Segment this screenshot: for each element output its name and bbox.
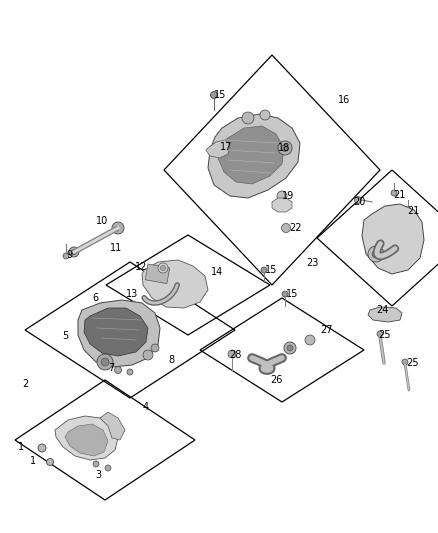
- Polygon shape: [206, 140, 230, 158]
- Circle shape: [282, 144, 289, 151]
- Polygon shape: [208, 114, 300, 198]
- Text: 15: 15: [214, 90, 226, 100]
- Circle shape: [114, 367, 121, 374]
- Circle shape: [282, 223, 290, 232]
- Circle shape: [402, 359, 408, 365]
- Circle shape: [261, 267, 267, 273]
- Text: 9: 9: [66, 250, 72, 260]
- Polygon shape: [368, 307, 402, 322]
- Text: 1: 1: [18, 442, 24, 452]
- Circle shape: [282, 291, 288, 297]
- Circle shape: [284, 342, 296, 354]
- Text: 28: 28: [229, 350, 241, 360]
- Circle shape: [228, 350, 236, 358]
- Text: 21: 21: [407, 206, 419, 216]
- Text: 23: 23: [306, 258, 318, 268]
- Text: 14: 14: [211, 267, 223, 277]
- Circle shape: [391, 190, 397, 196]
- Text: 11: 11: [110, 243, 122, 253]
- Text: 1: 1: [30, 456, 36, 466]
- Circle shape: [93, 461, 99, 467]
- Text: 21: 21: [393, 190, 406, 200]
- Circle shape: [127, 369, 133, 375]
- Circle shape: [143, 350, 153, 360]
- Text: 5: 5: [62, 331, 68, 341]
- Text: 7: 7: [108, 363, 114, 373]
- Text: 18: 18: [278, 143, 290, 153]
- Circle shape: [63, 253, 69, 259]
- Text: 8: 8: [168, 355, 174, 365]
- Circle shape: [158, 263, 168, 273]
- Polygon shape: [272, 198, 292, 212]
- Text: 19: 19: [282, 191, 294, 201]
- Text: 15: 15: [286, 289, 298, 299]
- Circle shape: [46, 458, 53, 465]
- Circle shape: [305, 335, 315, 345]
- Circle shape: [354, 197, 361, 204]
- Text: 25: 25: [406, 358, 418, 368]
- Circle shape: [377, 331, 383, 337]
- Text: 6: 6: [92, 293, 98, 303]
- Text: 22: 22: [289, 223, 301, 233]
- Text: 17: 17: [220, 142, 233, 152]
- Circle shape: [368, 246, 384, 262]
- Circle shape: [211, 92, 218, 99]
- Text: 16: 16: [338, 95, 350, 105]
- Polygon shape: [100, 412, 125, 440]
- Text: 3: 3: [95, 470, 101, 480]
- Text: 15: 15: [265, 265, 277, 275]
- Polygon shape: [218, 126, 284, 184]
- Polygon shape: [78, 300, 160, 367]
- Circle shape: [101, 358, 109, 366]
- Circle shape: [242, 112, 254, 124]
- Circle shape: [287, 345, 293, 351]
- Text: 4: 4: [143, 402, 149, 412]
- Polygon shape: [84, 308, 148, 356]
- Text: 13: 13: [126, 289, 138, 299]
- Text: 2: 2: [22, 379, 28, 389]
- Text: 24: 24: [376, 305, 389, 315]
- Text: 10: 10: [96, 216, 108, 226]
- Circle shape: [260, 110, 270, 120]
- Text: 12: 12: [135, 262, 147, 272]
- Circle shape: [278, 141, 292, 155]
- Polygon shape: [55, 416, 118, 460]
- Text: 26: 26: [270, 375, 283, 385]
- Circle shape: [405, 207, 411, 213]
- Circle shape: [372, 250, 380, 258]
- Polygon shape: [65, 424, 108, 456]
- Bar: [145, 264, 170, 284]
- Polygon shape: [142, 260, 208, 308]
- Circle shape: [69, 247, 79, 257]
- Circle shape: [71, 249, 77, 254]
- Polygon shape: [362, 204, 424, 274]
- Circle shape: [105, 465, 111, 471]
- Circle shape: [160, 265, 166, 271]
- Circle shape: [277, 191, 287, 201]
- Text: 25: 25: [378, 330, 391, 340]
- Circle shape: [151, 344, 159, 352]
- Circle shape: [112, 222, 124, 234]
- Circle shape: [38, 444, 46, 452]
- Text: 20: 20: [353, 197, 365, 207]
- Text: 27: 27: [320, 325, 332, 335]
- Circle shape: [97, 354, 113, 370]
